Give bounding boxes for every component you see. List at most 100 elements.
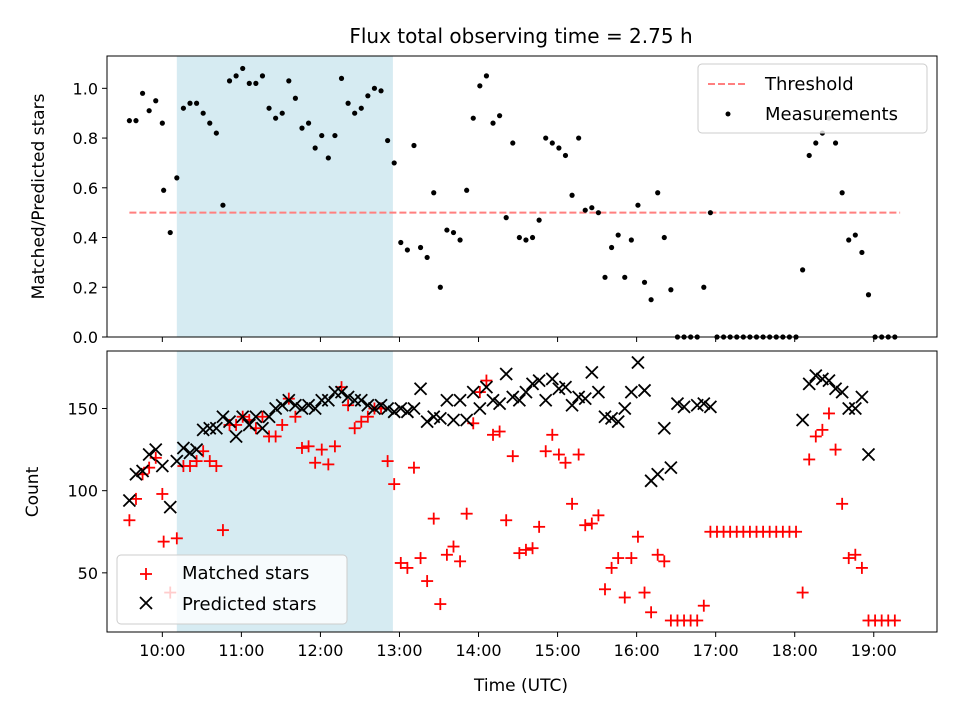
predicted-stars-point-b [374, 398, 388, 412]
measurement-point [246, 80, 252, 86]
matched-stars-point [289, 410, 302, 423]
measurement-point [846, 237, 852, 243]
matched-stars-point [203, 455, 216, 468]
predicted-stars-point-b [176, 441, 191, 455]
predicted-stars-point-b [328, 385, 342, 399]
matched-stars-point [309, 456, 322, 469]
predicted-stars-point [301, 398, 316, 412]
measurement-point [523, 237, 529, 243]
measurement-point [305, 120, 312, 126]
predicted-stars-point [367, 401, 382, 416]
matched-stars-point [322, 458, 335, 471]
predicted-stars-point [262, 410, 276, 424]
predicted-stars-point [149, 442, 163, 457]
predicted-stars-point-b [229, 429, 243, 444]
matched-stars-point [487, 428, 500, 441]
predicted-stars-point [135, 464, 150, 478]
predicted-stars-point-b [835, 385, 849, 399]
matched-stars-point [855, 561, 868, 574]
measurement-point [457, 237, 463, 243]
measurement-point [701, 284, 707, 290]
measurement-point [159, 120, 165, 126]
predicted-stars-point [499, 367, 513, 381]
predicted-stars-point [407, 401, 421, 416]
predicted-stars-point-b [466, 385, 480, 399]
matched-stars-point [493, 425, 506, 438]
measurement-point [668, 287, 674, 293]
matched-stars-point [295, 441, 308, 454]
matched-stars-point [888, 614, 901, 627]
predicted-stars-point-b [361, 398, 375, 412]
measurement-point [615, 232, 621, 238]
matched-stars-point [440, 548, 453, 561]
predicted-stars-point-b [631, 355, 645, 370]
predicted-stars-point-b [591, 385, 606, 399]
predicted-stars-point-b [380, 401, 395, 416]
matched-stars-point [190, 455, 203, 468]
matched-stars-point [566, 497, 579, 510]
measurement-point [549, 140, 555, 146]
measurement-point [167, 229, 173, 236]
matched-stars-point [500, 514, 513, 527]
predicted-stars-point-b [446, 413, 461, 427]
measurement-point [503, 215, 509, 221]
predicted-stars-point [460, 413, 474, 427]
measurement-point [556, 145, 562, 151]
ratio-y-tick-label: 0.2 [73, 278, 98, 297]
predicted-stars-point-b [578, 392, 592, 406]
measurement-point [595, 210, 602, 216]
measurement-point [411, 142, 417, 149]
predicted-stars-point [420, 415, 434, 429]
x-tick-label: 12:00 [297, 641, 343, 660]
predicted-stars-point [170, 454, 184, 468]
measurement-point [358, 105, 364, 111]
predicted-stars-point-b [268, 401, 283, 416]
predicted-stars-point [413, 382, 428, 396]
predicted-stars-point [809, 369, 823, 383]
predicted-stars-point [828, 382, 843, 396]
predicted-stars-point-b [301, 398, 316, 412]
measurement-point [338, 75, 345, 81]
predicted-stars-point [321, 393, 335, 407]
predicted-stars-point [183, 446, 197, 460]
predicted-stars-point-b [697, 396, 711, 411]
predicted-stars-point-b [440, 393, 454, 407]
predicted-stars-point [295, 401, 309, 416]
predicted-stars-point-b [170, 454, 184, 468]
predicted-stars-point [822, 373, 836, 388]
predicted-stars-point [558, 380, 573, 394]
predicted-stars-point [361, 398, 375, 412]
measurement-point [464, 187, 470, 193]
predicted-stars-point [795, 413, 810, 427]
predicted-stars-point-b [255, 421, 270, 435]
measurement-point [543, 135, 549, 141]
x-tick-label: 15:00 [535, 641, 581, 660]
measurement-point [133, 118, 139, 124]
measurement-point [628, 237, 634, 243]
predicted-stars-point-b [407, 401, 421, 416]
predicted-stars-point-b [802, 377, 816, 391]
matched-stars-point [388, 478, 401, 491]
matched-stars-point [269, 430, 282, 443]
measurement-point [240, 65, 246, 72]
matched-stars-point [480, 374, 493, 387]
measurement-point [608, 244, 615, 251]
matched-stars-point [605, 561, 618, 574]
matched-stars-point [394, 556, 407, 569]
measurement-point [200, 110, 206, 116]
predicted-stars-point [677, 400, 691, 414]
measurement-point [655, 190, 661, 196]
predicted-stars-point-b [142, 447, 156, 462]
ratio-y-tick-label: 0.6 [73, 179, 98, 198]
measurement-point [139, 90, 146, 96]
predicted-stars-point-b [122, 493, 137, 508]
x-tick-label: 11:00 [218, 641, 264, 660]
predicted-stars-point [380, 401, 395, 416]
predicted-stars-point [155, 459, 169, 473]
measurement-point [286, 78, 292, 84]
predicted-stars-point-b [572, 390, 586, 404]
ratio-legend: Threshold Measurements [697, 63, 928, 134]
predicted-stars-point-b [453, 393, 467, 407]
